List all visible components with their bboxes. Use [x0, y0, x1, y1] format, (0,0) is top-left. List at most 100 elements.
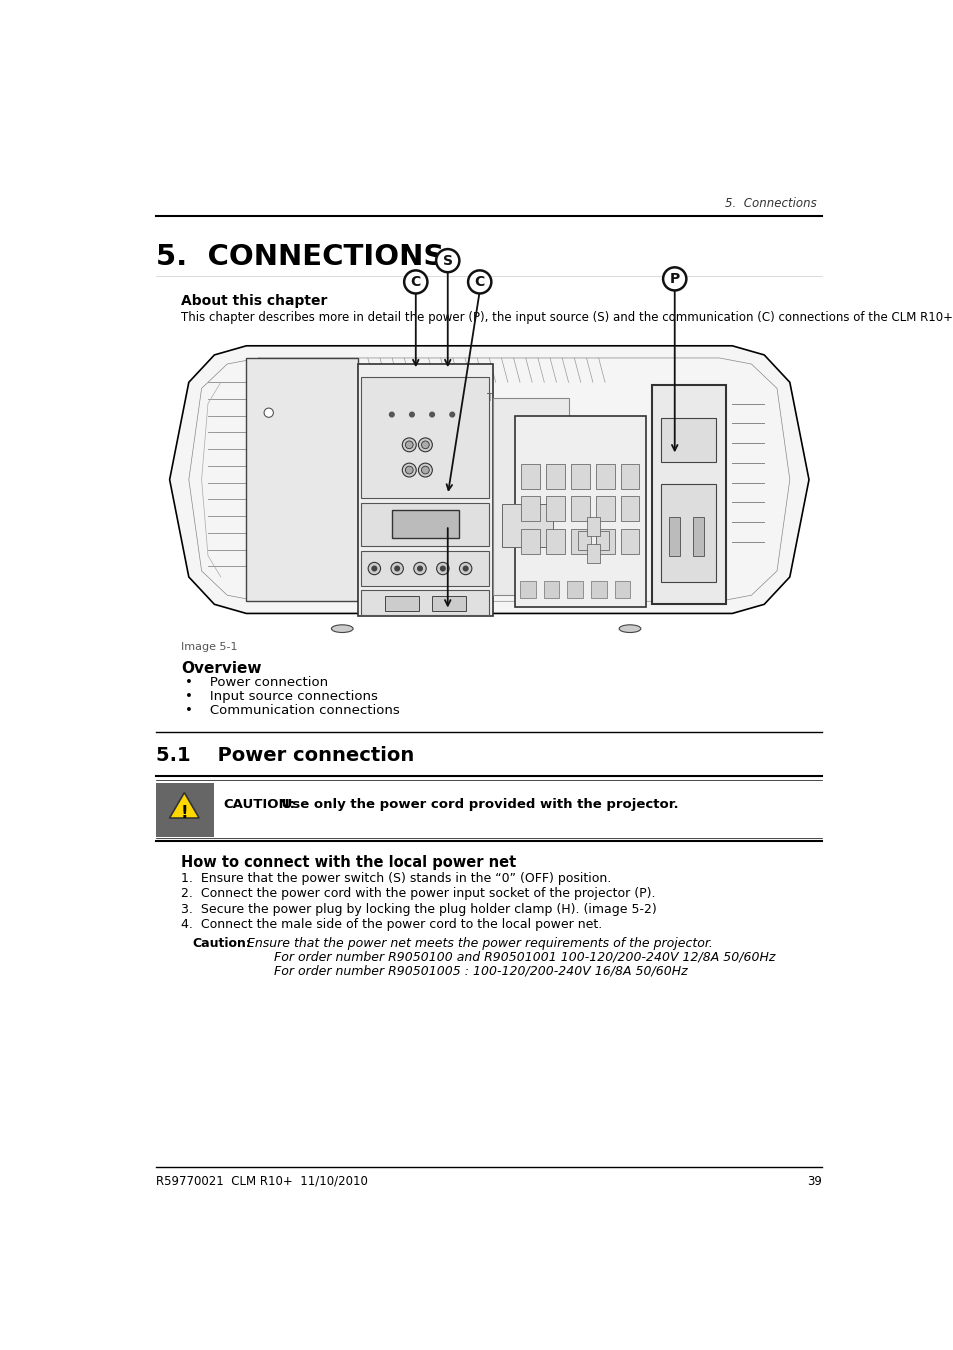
- Polygon shape: [170, 346, 808, 613]
- Circle shape: [468, 270, 491, 293]
- Text: CAUTION:: CAUTION:: [224, 798, 295, 811]
- Bar: [361, 551, 489, 586]
- Bar: [660, 418, 716, 462]
- Text: Overview: Overview: [181, 662, 261, 676]
- Circle shape: [414, 563, 426, 575]
- Bar: [546, 463, 564, 489]
- Bar: [652, 385, 725, 605]
- Text: Caution:: Caution:: [192, 937, 251, 949]
- Text: For order number R9050100 and R90501001 100-120/200-240V 12/8A 50/60Hz: For order number R9050100 and R90501001 …: [274, 950, 775, 964]
- Ellipse shape: [618, 625, 640, 633]
- Text: About this chapter: About this chapter: [181, 294, 327, 308]
- Bar: [660, 483, 716, 582]
- FancyBboxPatch shape: [246, 358, 358, 601]
- Bar: [668, 517, 679, 556]
- Circle shape: [418, 463, 432, 477]
- Text: 5.  Connections: 5. Connections: [724, 197, 816, 209]
- Circle shape: [402, 437, 416, 452]
- Text: S: S: [442, 254, 453, 267]
- Bar: [571, 529, 589, 554]
- Circle shape: [405, 441, 413, 448]
- Bar: [614, 580, 630, 598]
- Bar: [432, 597, 465, 612]
- Bar: [361, 504, 489, 545]
- Circle shape: [402, 463, 416, 477]
- Bar: [586, 544, 599, 563]
- Text: 39: 39: [806, 1174, 821, 1188]
- Circle shape: [436, 563, 449, 575]
- Bar: [620, 529, 639, 554]
- Circle shape: [395, 566, 399, 571]
- Bar: [358, 364, 492, 617]
- Bar: [521, 463, 539, 489]
- Text: T: T: [486, 393, 492, 402]
- Text: 5.1    Power connection: 5.1 Power connection: [155, 745, 414, 764]
- Text: Ensure that the power net meets the power requirements of the projector.: Ensure that the power net meets the powe…: [234, 937, 712, 949]
- Bar: [571, 463, 589, 489]
- Text: 5.  CONNECTIONS: 5. CONNECTIONS: [155, 243, 443, 271]
- Bar: [596, 531, 609, 549]
- Bar: [501, 504, 553, 547]
- Circle shape: [418, 437, 432, 452]
- Bar: [385, 597, 418, 612]
- Bar: [519, 580, 536, 598]
- Circle shape: [429, 412, 434, 417]
- Bar: [567, 580, 582, 598]
- Circle shape: [436, 250, 459, 273]
- Text: •    Power connection: • Power connection: [185, 676, 328, 690]
- Circle shape: [368, 563, 380, 575]
- Circle shape: [264, 408, 274, 417]
- Text: For order number R90501005 : 100-120/200-240V 16/8A 50/60Hz: For order number R90501005 : 100-120/200…: [274, 964, 687, 977]
- Circle shape: [440, 566, 445, 571]
- Circle shape: [389, 412, 394, 417]
- Text: 2.  Connect the power cord with the power input socket of the projector (P).: 2. Connect the power cord with the power…: [181, 887, 655, 900]
- Bar: [521, 497, 539, 521]
- Bar: [596, 529, 614, 554]
- Bar: [571, 497, 589, 521]
- Bar: [492, 397, 569, 595]
- Circle shape: [417, 566, 422, 571]
- Bar: [586, 517, 599, 536]
- Circle shape: [459, 563, 472, 575]
- Circle shape: [372, 566, 376, 571]
- Circle shape: [421, 441, 429, 448]
- Text: P: P: [669, 271, 679, 286]
- Bar: [620, 463, 639, 489]
- Text: •    Communication connections: • Communication connections: [185, 705, 399, 717]
- Text: C: C: [474, 275, 484, 289]
- Bar: [546, 497, 564, 521]
- Text: R59770021  CLM R10+  11/10/2010: R59770021 CLM R10+ 11/10/2010: [155, 1174, 367, 1188]
- Bar: [590, 580, 606, 598]
- Text: !: !: [180, 803, 188, 822]
- Circle shape: [450, 412, 454, 417]
- Circle shape: [421, 466, 429, 474]
- Text: •    Input source connections: • Input source connections: [185, 690, 377, 703]
- Text: This chapter describes more in detail the power (P), the input source (S) and th: This chapter describes more in detail th…: [181, 310, 953, 324]
- Bar: [361, 590, 489, 616]
- Bar: [620, 497, 639, 521]
- Bar: [543, 580, 558, 598]
- Polygon shape: [170, 792, 199, 818]
- Bar: [392, 510, 458, 539]
- Bar: [515, 416, 645, 608]
- Bar: [578, 531, 590, 549]
- Text: Image 5-1: Image 5-1: [181, 643, 237, 652]
- Text: 3.  Secure the power plug by locking the plug holder clamp (H). (image 5-2): 3. Secure the power plug by locking the …: [181, 903, 657, 915]
- Bar: [521, 529, 539, 554]
- Circle shape: [409, 412, 414, 417]
- Circle shape: [405, 466, 413, 474]
- Text: 1.  Ensure that the power switch (S) stands in the “0” (OFF) position.: 1. Ensure that the power switch (S) stan…: [181, 872, 611, 886]
- Text: C: C: [410, 275, 420, 289]
- Bar: [546, 529, 564, 554]
- Text: Use only the power cord provided with the projector.: Use only the power cord provided with th…: [276, 798, 678, 811]
- Bar: [596, 497, 614, 521]
- Circle shape: [662, 267, 685, 290]
- Bar: [155, 783, 213, 837]
- Ellipse shape: [331, 625, 353, 633]
- Bar: [692, 517, 703, 556]
- Circle shape: [463, 566, 468, 571]
- Text: 4.  Connect the male side of the power cord to the local power net.: 4. Connect the male side of the power co…: [181, 918, 602, 932]
- Bar: [596, 463, 614, 489]
- Bar: [361, 377, 489, 498]
- Text: How to connect with the local power net: How to connect with the local power net: [181, 855, 516, 869]
